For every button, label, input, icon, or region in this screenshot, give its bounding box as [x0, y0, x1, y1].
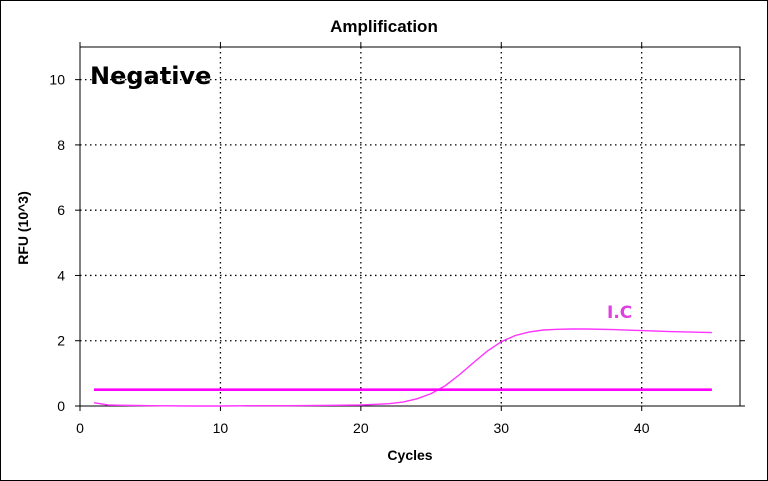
grid [80, 47, 740, 406]
series-line-ic [93, 328, 712, 407]
y-tick-label: 10 [49, 72, 65, 88]
y-tick-label: 6 [57, 202, 65, 218]
series-label-ic: I.C [607, 303, 632, 323]
x-tick-label: 40 [634, 420, 650, 436]
x-tick-label: 10 [213, 420, 229, 436]
y-tick-label: 8 [57, 137, 65, 153]
y-tick-label: 0 [57, 398, 65, 414]
y-tick-label: 4 [57, 267, 65, 283]
negative-annotation: Negative [90, 62, 211, 90]
x-tick-label: 30 [493, 420, 509, 436]
x-tick-label: 0 [76, 420, 84, 436]
x-axis-label: Cycles [387, 447, 432, 463]
plot-area [79, 46, 741, 407]
y-tick-label: 2 [57, 333, 65, 349]
x-axis-ticks: 0 10 20 30 40 [76, 42, 650, 436]
series-group [93, 328, 712, 407]
y-axis-label: RFU (10^3) [15, 191, 31, 265]
y-axis-ticks: 0 2 4 6 8 10 [49, 72, 745, 414]
chart-title: Amplification [330, 17, 438, 36]
x-tick-label: 20 [353, 420, 369, 436]
